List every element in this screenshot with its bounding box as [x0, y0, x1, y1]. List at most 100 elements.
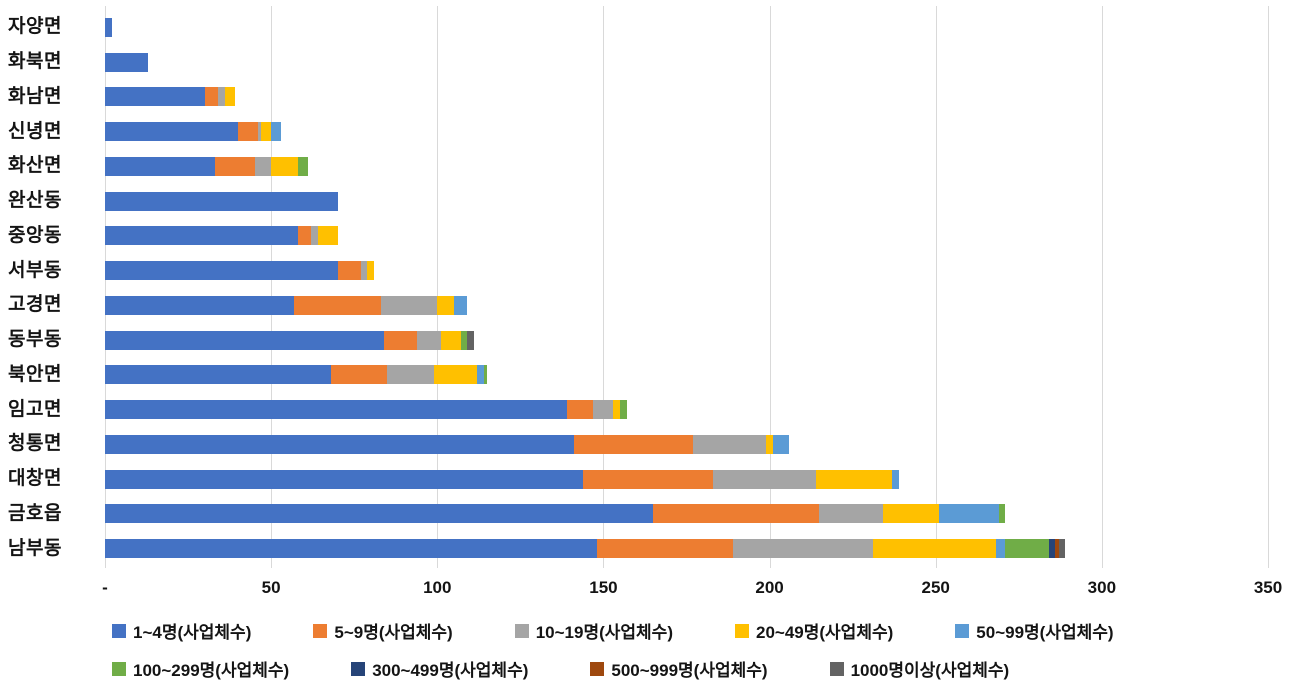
legend-item: 50~99명(사업체수)	[955, 618, 1114, 643]
bar-segment	[613, 400, 621, 420]
category-label: 자양면	[8, 16, 62, 38]
legend-item: 5~9명(사업체수)	[313, 618, 453, 643]
x-tick-label: 250	[921, 578, 950, 597]
category-label: 청통면	[8, 433, 62, 455]
bar-segment	[583, 469, 714, 489]
legend-label: 5~9명(사업체수)	[334, 623, 453, 642]
bar-segment	[882, 504, 940, 524]
legend-swatch-icon	[351, 661, 366, 676]
bar-row	[105, 330, 1268, 350]
bar-segment	[105, 261, 338, 281]
bar-segment	[593, 400, 614, 420]
legend-label: 1~4명(사업체수)	[133, 623, 252, 642]
x-tick-label: 350	[1253, 578, 1283, 597]
bar-segment	[566, 400, 594, 420]
bar-segment	[460, 330, 468, 350]
category-label: 고경면	[8, 294, 62, 316]
bar-segment	[105, 365, 331, 385]
bar-segment	[105, 87, 205, 107]
legend-row: 1~4명(사업체수) 5~9명(사업체수) 10~19명(사업체수) 20~49명(사…	[112, 618, 1114, 643]
category-label: 대창면	[8, 468, 62, 490]
legend-label: 300~499명(사업체수)	[372, 661, 529, 680]
bar-segment	[311, 226, 318, 246]
bar-segment	[417, 330, 441, 350]
bar-segment	[367, 261, 375, 281]
bar-segment	[1005, 539, 1049, 559]
bar-segment	[261, 122, 272, 142]
bar-segment	[477, 365, 484, 385]
legend-label: 50~99명(사업체수)	[976, 623, 1114, 642]
bar-segment	[254, 156, 272, 176]
bar-segment	[105, 52, 149, 72]
bar-segment	[733, 539, 873, 559]
bar-row	[105, 400, 1268, 420]
bar-segment	[998, 504, 1006, 524]
legend-swatch-icon	[955, 623, 970, 638]
bar-segment	[105, 17, 112, 37]
legend-item: 500~999명(사업체수)	[590, 656, 768, 681]
category-label: 화산면	[8, 155, 62, 177]
bar-segment	[105, 330, 385, 350]
bar-segment	[297, 156, 308, 176]
bar-segment	[995, 539, 1006, 559]
bar-segment	[105, 191, 338, 211]
bar-segment	[596, 539, 734, 559]
bar-segment	[437, 295, 454, 315]
bar-row	[105, 365, 1268, 385]
bar-segment	[337, 261, 361, 281]
bar-row	[105, 17, 1268, 37]
x-tick-label: 50	[261, 578, 281, 597]
bar-segment	[105, 539, 597, 559]
gridline	[1101, 6, 1103, 568]
bar-segment	[440, 330, 461, 350]
bar-segment	[772, 434, 790, 454]
x-tick-label: 200	[755, 578, 784, 597]
category-label: 임고면	[8, 398, 62, 420]
bar-segment	[892, 469, 900, 489]
bar-segment	[105, 400, 567, 420]
category-label: 금호읍	[8, 502, 62, 524]
bar-segment	[816, 469, 893, 489]
category-label: 중앙동	[8, 224, 62, 246]
legend-item: 1~4명(사업체수)	[112, 618, 251, 643]
bar-segment	[453, 295, 468, 315]
bar-segment	[105, 469, 584, 489]
legend-swatch-icon	[735, 623, 749, 638]
bar-row	[105, 122, 1268, 142]
bar-row	[105, 226, 1268, 246]
gridline	[1268, 6, 1269, 568]
bar-segment	[1058, 539, 1066, 559]
gridline	[603, 6, 605, 568]
bar-segment	[294, 295, 381, 315]
bar-segment	[237, 122, 258, 142]
category-label: 북안면	[8, 363, 62, 385]
gridline	[105, 6, 106, 568]
bar-segment	[620, 400, 627, 420]
bar-row	[105, 504, 1268, 524]
legend-label: 20~49명(사업체수)	[756, 623, 894, 642]
bar-segment	[467, 330, 474, 350]
bar-segment	[384, 330, 418, 350]
bar-row	[105, 191, 1268, 211]
bar-row	[105, 156, 1268, 176]
category-label: 화북면	[8, 51, 62, 73]
bar-segment	[653, 504, 820, 524]
bar-segment	[105, 504, 654, 524]
gridline	[437, 6, 439, 568]
legend-item: 10~19명(사업체수)	[514, 618, 673, 643]
bar-row	[105, 539, 1268, 559]
gridline	[271, 6, 273, 568]
legend-swatch-icon	[590, 661, 605, 676]
bar-row	[105, 261, 1268, 281]
gridline	[769, 6, 771, 568]
bar-segment	[330, 365, 388, 385]
legend-label: 500~999명(사업체수)	[611, 661, 768, 680]
bar-segment	[224, 87, 235, 107]
bar-segment	[872, 539, 996, 559]
legend-swatch-icon	[829, 661, 844, 676]
legend-label: 1000명이상(사업체수)	[850, 661, 1010, 680]
legend-swatch-icon	[112, 661, 126, 676]
legend-label: 100~299명(사업체수)	[133, 661, 290, 680]
bar-segment	[214, 156, 255, 176]
bar-row	[105, 434, 1268, 454]
